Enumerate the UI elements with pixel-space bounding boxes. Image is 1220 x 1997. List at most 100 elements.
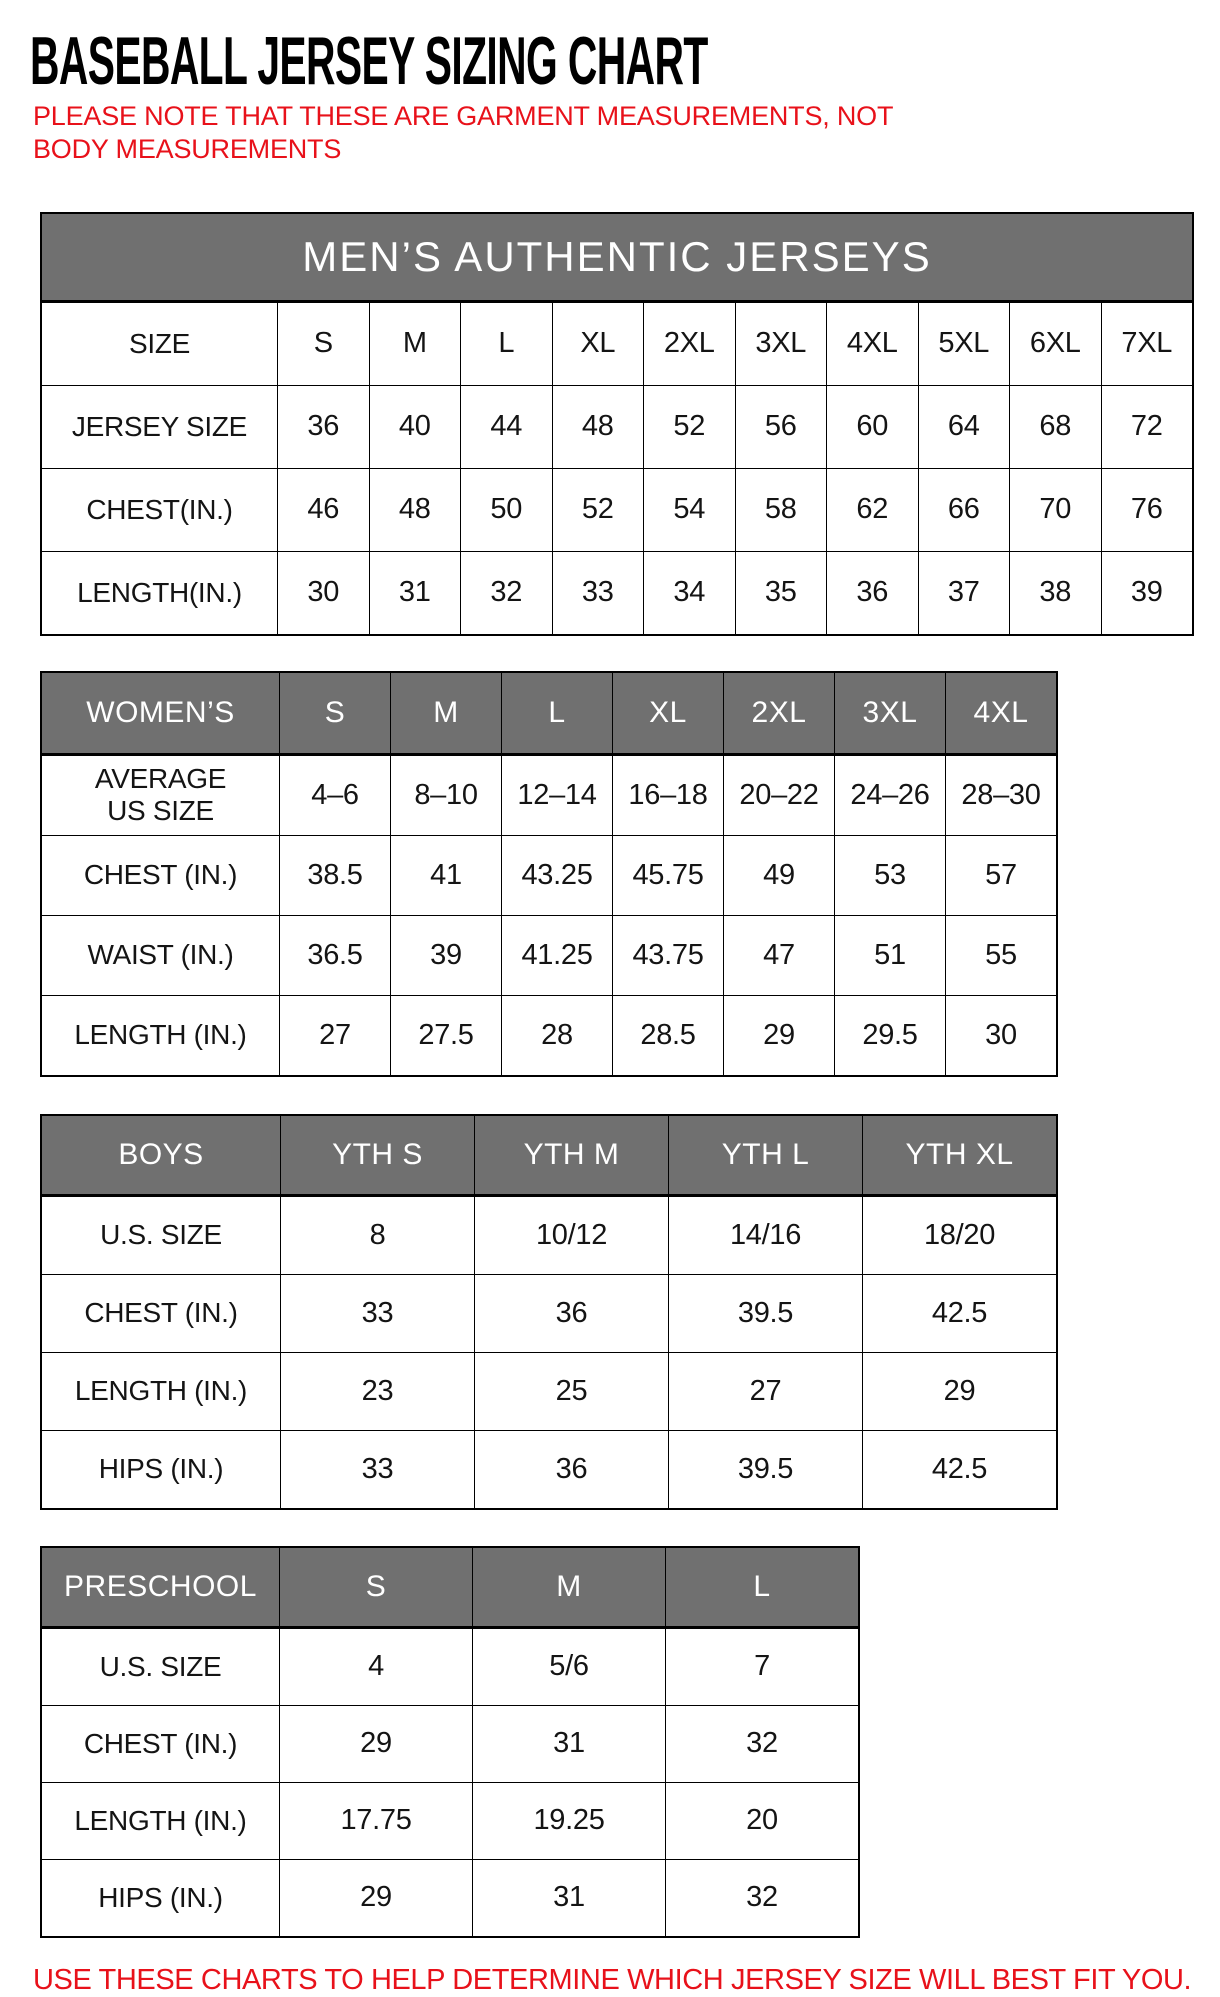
data-cell: 29.5 (834, 994, 945, 1075)
data-cell: 42.5 (862, 1273, 1056, 1352)
data-cell: 30 (945, 994, 1056, 1075)
data-cell: 5XL (917, 301, 1009, 385)
row-label-cell: CHEST (IN.) (42, 834, 279, 915)
data-cell: 8 (280, 1195, 474, 1274)
data-cell: 23 (280, 1351, 474, 1430)
data-cell: 25 (474, 1351, 668, 1430)
row-label-cell: LENGTH (IN.) (42, 1781, 279, 1859)
data-cell: 36 (826, 550, 918, 634)
data-cell: 27.5 (390, 994, 501, 1075)
data-cell: 68 (1009, 384, 1101, 468)
header-cell: M (472, 1547, 665, 1628)
preschool-sizing-table: PRESCHOOL S M L U.S. SIZE 4 5/6 7 CHEST (IN.) 29 3… (40, 1545, 860, 1938)
data-cell: 48 (368, 467, 460, 551)
data-cell: 43.25 (501, 834, 612, 915)
row-label-cell: U.S. SIZE (42, 1627, 279, 1705)
data-cell: 53 (834, 834, 945, 915)
data-cell: 7XL (1100, 301, 1192, 385)
data-cell: 29 (279, 1704, 472, 1782)
data-cell: 42.5 (862, 1429, 1056, 1508)
data-cell: 31 (472, 1858, 665, 1936)
data-cell: 46 (277, 467, 369, 551)
data-cell: 33 (280, 1429, 474, 1508)
header-cell: YTH M (474, 1115, 668, 1196)
data-cell: 3XL (734, 301, 826, 385)
row-label-cell: LENGTH(IN.) (42, 550, 277, 634)
row-label-cell: WAIST (IN.) (42, 914, 279, 995)
data-cell: L (460, 301, 552, 385)
header-cell: 3XL (834, 672, 945, 755)
row-label-cell: HIPS (IN.) (42, 1858, 279, 1936)
row-label-cell: LENGTH (IN.) (42, 1351, 280, 1430)
header-cell: XL (612, 672, 723, 755)
boys-sizing-table: BOYS YTH S YTH M YTH L YTH XL U.S. SIZE 8 10/12… (40, 1113, 1058, 1510)
header-cell: 4XL (945, 672, 1056, 755)
data-cell: 52 (551, 467, 643, 551)
data-cell: 20 (665, 1781, 858, 1859)
header-label-cell: BOYS (42, 1115, 280, 1196)
data-cell: 39 (1100, 550, 1192, 634)
data-cell: 48 (551, 384, 643, 468)
header-cell: YTH L (668, 1115, 862, 1196)
data-cell: 35 (734, 550, 826, 634)
data-cell: 66 (917, 467, 1009, 551)
data-cell: 38 (1009, 550, 1101, 634)
data-cell: 5/6 (472, 1627, 665, 1705)
header-cell: S (279, 1547, 472, 1628)
data-cell: 10/12 (474, 1195, 668, 1274)
data-cell: XL (551, 301, 643, 385)
data-cell: 32 (460, 550, 552, 634)
row-label-cell: CHEST (IN.) (42, 1273, 280, 1352)
row-label-cell: JERSEY SIZE (42, 384, 277, 468)
data-cell: M (368, 301, 460, 385)
header-label-cell: WOMEN’S (42, 672, 279, 755)
data-cell: 56 (734, 384, 826, 468)
table-banner: MEN’S AUTHENTIC JERSEYS (42, 213, 1192, 302)
footer-note: USE THESE CHARTS TO HELP DETERMINE WHICH… (33, 1963, 1192, 1996)
page-title: BASEBALL JERSEY SIZING CHART (30, 23, 708, 99)
data-cell: 29 (279, 1858, 472, 1936)
data-cell: 37 (917, 550, 1009, 634)
garment-measurements-note: PLEASE NOTE THAT THESE ARE GARMENT MEASU… (33, 101, 893, 164)
data-cell: 41.25 (501, 914, 612, 995)
data-cell: 29 (862, 1351, 1056, 1430)
data-cell: 47 (723, 914, 834, 995)
row-label-cell: U.S. SIZE (42, 1195, 280, 1274)
data-cell: 57 (945, 834, 1056, 915)
data-cell: 40 (368, 384, 460, 468)
data-cell: 45.75 (612, 834, 723, 915)
data-cell: 34 (643, 550, 735, 634)
data-cell: 39.5 (668, 1429, 862, 1508)
data-cell: 28–30 (945, 754, 1056, 835)
header-cell: L (665, 1547, 858, 1628)
data-cell: 4XL (826, 301, 918, 385)
data-cell: 19.25 (472, 1781, 665, 1859)
header-cell: M (390, 672, 501, 755)
header-cell: 2XL (723, 672, 834, 755)
data-cell: 33 (280, 1273, 474, 1352)
data-cell: 60 (826, 384, 918, 468)
data-cell: 50 (460, 467, 552, 551)
data-cell: 12–14 (501, 754, 612, 835)
data-cell: 14/16 (668, 1195, 862, 1274)
data-cell: 2XL (643, 301, 735, 385)
data-cell: 36 (474, 1273, 668, 1352)
data-cell: 64 (917, 384, 1009, 468)
data-cell: 24–26 (834, 754, 945, 835)
data-cell: 31 (472, 1704, 665, 1782)
row-label-cell: SIZE (42, 301, 277, 385)
header-cell: YTH XL (862, 1115, 1056, 1196)
row-label-cell: LENGTH (IN.) (42, 994, 279, 1075)
data-cell: 27 (279, 994, 390, 1075)
data-cell: 38.5 (279, 834, 390, 915)
data-cell: 36 (277, 384, 369, 468)
data-cell: 76 (1100, 467, 1192, 551)
data-cell: 49 (723, 834, 834, 915)
header-label-cell: PRESCHOOL (42, 1547, 279, 1628)
data-cell: 18/20 (862, 1195, 1056, 1274)
data-cell: 27 (668, 1351, 862, 1430)
data-cell: 52 (643, 384, 735, 468)
data-cell: 28.5 (612, 994, 723, 1075)
data-cell: 20–22 (723, 754, 834, 835)
data-cell: 72 (1100, 384, 1192, 468)
